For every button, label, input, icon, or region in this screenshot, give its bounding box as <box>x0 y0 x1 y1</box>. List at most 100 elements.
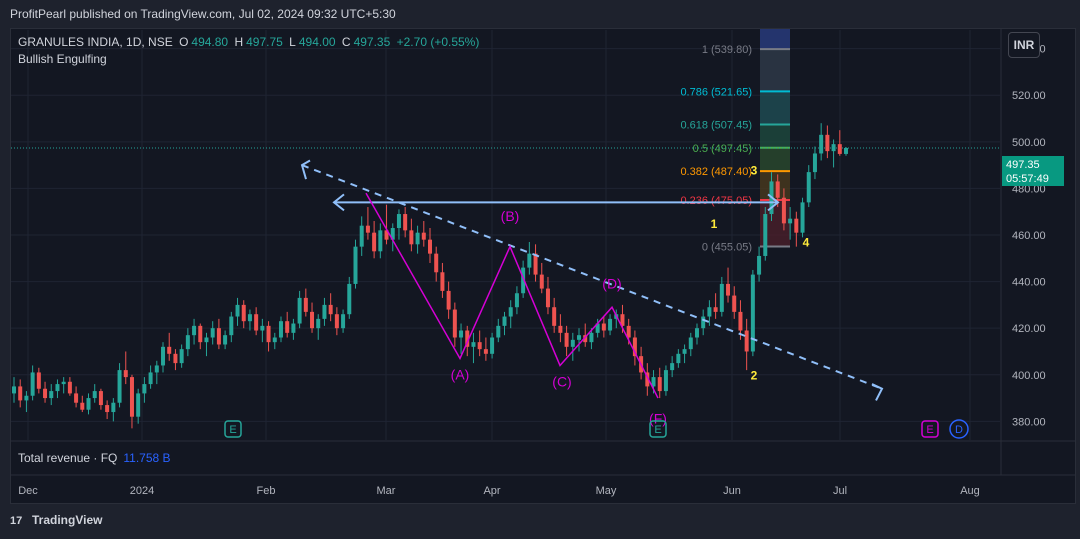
candle-body <box>328 304 333 315</box>
x-tick-label: Aug <box>960 485 980 497</box>
candle-body <box>496 325 501 338</box>
candle-body <box>452 309 457 338</box>
candle-body <box>322 304 327 319</box>
candle-body <box>185 335 190 350</box>
future-earnings-icon <box>921 420 939 438</box>
x-tick-label: Dec <box>18 485 38 497</box>
candle-body <box>446 290 451 310</box>
revenue-value: 11.758 B <box>123 451 171 465</box>
fib-zone <box>760 147 790 172</box>
candle-body <box>726 283 731 296</box>
candle-body <box>247 314 252 322</box>
earnings-marker-label: E <box>654 424 661 436</box>
low-value: 494.00 <box>298 35 336 49</box>
candle-body <box>129 377 134 417</box>
currency-button[interactable]: INR <box>1008 32 1040 58</box>
candle-body <box>117 370 122 403</box>
symbol-name[interactable]: GRANULES INDIA, 1D, NSE <box>18 35 173 49</box>
candle-body <box>465 330 470 347</box>
fib-level-label: 0.382 (487.40) <box>680 166 752 178</box>
candle-body <box>577 335 582 340</box>
candle-body <box>12 386 16 394</box>
candle-body <box>732 295 737 312</box>
indicator-label[interactable]: Bullish Engulfing <box>18 52 107 66</box>
candle-body <box>403 214 408 231</box>
fib-zone <box>760 171 790 200</box>
candle-body <box>415 232 420 245</box>
candle-body <box>440 272 445 291</box>
candle-body <box>198 325 203 343</box>
candle-body <box>626 325 631 338</box>
fib-zone <box>760 124 790 148</box>
candle-body <box>651 377 656 387</box>
tradingview-logo-icon: 17 <box>10 515 23 527</box>
candle-body <box>216 328 221 345</box>
candle-body <box>676 353 681 364</box>
candle-body <box>353 246 358 284</box>
candle-body <box>657 377 662 392</box>
fib-level-label: 1 (539.80) <box>702 44 752 56</box>
candle-body <box>223 335 228 345</box>
candle-body <box>713 307 718 312</box>
fib-zone <box>760 49 790 92</box>
candle-body <box>297 297 302 324</box>
fib-level-label: 0.618 (507.45) <box>680 119 752 131</box>
candle-body <box>831 144 836 152</box>
candle-body <box>502 316 507 326</box>
trendline-arrow-left <box>300 159 311 180</box>
candle-body <box>86 398 91 410</box>
candle-body <box>514 293 519 308</box>
publish-info: ProfitPearl published on TradingView.com… <box>10 7 396 21</box>
wave-count-label: 4 <box>803 236 810 250</box>
x-tick-label: Mar <box>377 485 396 497</box>
candle-body <box>291 323 296 333</box>
pattern-point-label: (B) <box>501 208 520 224</box>
candle-body <box>564 332 569 347</box>
candle-body <box>272 337 277 343</box>
future-earnings-label: E <box>926 424 933 436</box>
candle-body <box>570 339 575 347</box>
candle-body <box>123 370 128 378</box>
candle-body <box>750 274 755 352</box>
candle-body <box>266 325 271 343</box>
wave-count-label: 2 <box>751 368 758 382</box>
candle-body <box>254 314 259 331</box>
candle-body <box>316 318 321 329</box>
candle-body <box>589 332 594 343</box>
candle-body <box>347 283 352 315</box>
y-tick-label: 400.00 <box>1012 370 1046 382</box>
candle-body <box>844 147 848 154</box>
candle-body <box>558 325 563 333</box>
candle-body <box>663 370 668 392</box>
candle-body <box>260 325 265 331</box>
fib-extension-zone <box>760 29 790 50</box>
chart-panel[interactable] <box>10 28 1076 504</box>
candle-body <box>682 349 687 354</box>
candle-body <box>583 335 588 343</box>
open-value: 494.80 <box>191 35 229 49</box>
pattern-point-label: (F) <box>649 411 667 427</box>
bar-countdown: 05:57:49 <box>1006 173 1049 185</box>
candle-body <box>30 372 35 396</box>
candle-body <box>533 253 538 275</box>
candle-body <box>24 395 29 401</box>
candle-body <box>67 381 72 394</box>
candle-body <box>210 328 215 338</box>
high-value: 497.75 <box>246 35 283 49</box>
candle-body <box>390 228 395 240</box>
revenue-pane-legend[interactable]: Total revenue · FQ 11.758 B <box>18 451 171 465</box>
candle-body <box>521 267 526 294</box>
candle-body <box>359 225 364 247</box>
pattern-point-label: (A) <box>451 366 470 382</box>
close-value: 497.35 <box>353 35 391 49</box>
candle-body <box>825 134 830 152</box>
candle-body <box>775 181 780 198</box>
candle-body <box>92 391 97 399</box>
candle-body <box>794 218 799 233</box>
header-bar: ProfitPearl published on TradingView.com… <box>0 0 1080 28</box>
tradingview-brand[interactable]: 17 TradingView <box>10 513 103 527</box>
dividend-marker-icon <box>949 419 969 439</box>
candle-body <box>552 307 557 326</box>
candle-body <box>471 342 476 347</box>
